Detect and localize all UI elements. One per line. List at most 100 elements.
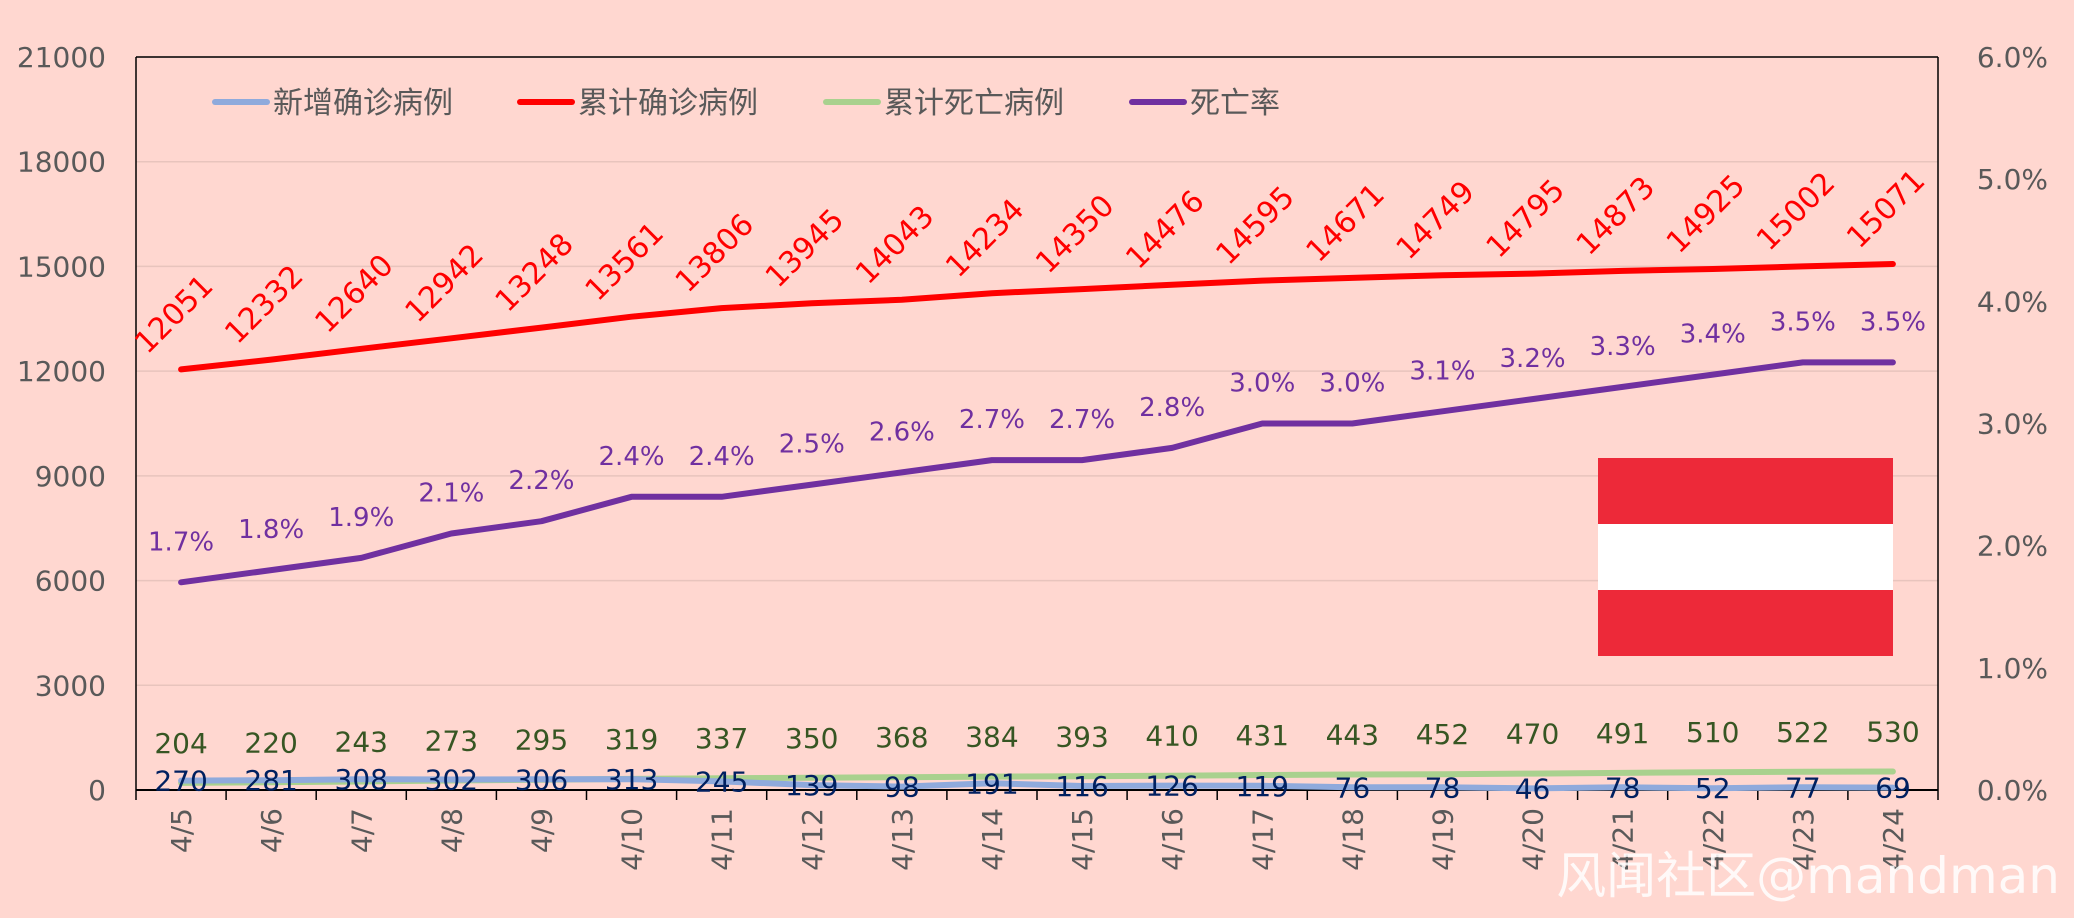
data-label-new-cases: 119	[1236, 770, 1289, 803]
y-right-tick-label: 0.0%	[1977, 774, 2048, 807]
series-line	[178, 261, 1896, 373]
x-tick-label: 4/8	[435, 808, 468, 853]
x-tick-label: 4/10	[616, 808, 649, 871]
legend-entry: 累计确诊病例	[578, 86, 758, 121]
x-tick-label: 4/19	[1426, 808, 1459, 871]
data-label-death-rate: 2.6%	[869, 417, 935, 447]
data-label-cumulative-cases: 14749	[1390, 174, 1482, 266]
x-tick-label: 4/9	[525, 808, 558, 853]
data-label-cumulative-deaths: 368	[875, 721, 928, 754]
data-label-new-cases: 69	[1875, 772, 1911, 805]
y-left-tick-label: 9000	[35, 460, 106, 493]
y-left-tick-label: 6000	[35, 565, 106, 598]
x-tick-label: 4/7	[345, 808, 378, 853]
flag-stripe	[1598, 524, 1893, 591]
data-label-cumulative-cases: 14595	[1209, 180, 1301, 272]
data-label-cumulative-cases: 12640	[308, 248, 400, 340]
x-tick-label: 4/16	[1156, 808, 1189, 871]
data-label-death-rate: 2.5%	[779, 430, 845, 460]
data-label-cumulative-deaths: 220	[244, 726, 297, 759]
data-label-new-cases: 126	[1145, 770, 1198, 803]
data-label-new-cases: 308	[335, 763, 388, 796]
data-label-death-rate: 3.5%	[1770, 307, 1836, 337]
data-label-cumulative-cases: 12051	[128, 269, 220, 361]
series-lines	[178, 261, 1896, 792]
data-label-cumulative-cases: 13561	[579, 216, 671, 308]
data-label-new-cases: 76	[1335, 771, 1371, 804]
data-label-new-cases: 78	[1605, 771, 1641, 804]
data-label-cumulative-deaths: 393	[1055, 720, 1108, 753]
data-label-cumulative-cases: 13945	[759, 202, 851, 294]
data-label-cumulative-cases: 14476	[1119, 184, 1211, 276]
data-label-cumulative-cases: 14234	[939, 192, 1031, 284]
watermark: 风闻社区@mandman	[1556, 847, 2060, 905]
flag-stripe	[1598, 590, 1893, 656]
data-label-cumulative-deaths: 295	[515, 724, 568, 757]
data-label-cumulative-deaths: 384	[965, 721, 1018, 754]
data-label-death-rate: 1.7%	[148, 527, 214, 557]
data-label-death-rate: 3.2%	[1500, 344, 1566, 374]
legend-entry: 累计死亡病例	[884, 86, 1064, 121]
series-line	[178, 359, 1896, 586]
data-label-death-rate: 2.7%	[959, 405, 1025, 435]
data-label-new-cases: 281	[244, 764, 297, 797]
y-right-tick-label: 1.0%	[1977, 652, 2048, 685]
data-label-cumulative-cases: 14043	[849, 199, 941, 291]
data-label-new-cases: 302	[425, 763, 478, 796]
y-left-tick-label: 12000	[17, 355, 106, 388]
legend: 新增确诊病例 累计确诊病例 累计死亡病例 死亡率	[212, 86, 1280, 121]
data-label-death-rate: 1.8%	[238, 515, 304, 545]
data-label-cumulative-deaths: 319	[605, 723, 658, 756]
data-label-cumulative-deaths: 443	[1326, 719, 1379, 752]
data-label-new-cases: 78	[1425, 771, 1461, 804]
data-label-new-cases: 245	[695, 765, 748, 798]
data-label-cumulative-cases: 14873	[1570, 170, 1662, 262]
y-left-tick-label: 0	[88, 774, 106, 807]
x-tick-label: 4/5	[165, 808, 198, 853]
data-label-death-rate: 1.9%	[328, 503, 394, 533]
data-label-cumulative-cases: 12942	[399, 237, 491, 329]
x-tick-label: 4/20	[1517, 808, 1550, 871]
data-label-new-cases: 191	[965, 767, 1018, 800]
data-label-death-rate: 2.1%	[418, 478, 484, 508]
austria-flag	[1598, 458, 1893, 656]
data-label-cumulative-cases: 14795	[1480, 173, 1572, 265]
data-label-death-rate: 3.3%	[1590, 332, 1656, 362]
x-tick-label: 4/12	[796, 808, 829, 871]
data-label-death-rate: 2.8%	[1139, 393, 1205, 423]
data-label-new-cases: 139	[785, 769, 838, 802]
data-label-cumulative-deaths: 410	[1145, 720, 1198, 753]
data-label-cumulative-deaths: 337	[695, 722, 748, 755]
y-right-tick-label: 5.0%	[1977, 163, 2048, 196]
data-label-new-cases: 46	[1515, 772, 1551, 805]
data-label-cumulative-deaths: 273	[425, 724, 478, 757]
data-label-new-cases: 306	[515, 763, 568, 796]
data-label-cumulative-deaths: 470	[1506, 718, 1559, 751]
data-label-new-cases: 98	[884, 771, 920, 804]
x-tick-label: 4/24	[1877, 808, 1910, 871]
data-label-cumulative-deaths: 243	[335, 726, 388, 759]
y-right-tick-label: 4.0%	[1977, 285, 2048, 318]
data-label-cumulative-deaths: 510	[1686, 716, 1739, 749]
data-label-cumulative-cases: 15071	[1840, 163, 1932, 255]
x-tick-label: 4/21	[1607, 808, 1640, 871]
series-line	[178, 776, 1896, 792]
data-label-death-rate: 3.1%	[1409, 356, 1475, 386]
y-right-tick-label: 2.0%	[1977, 530, 2048, 563]
data-label-death-rate: 2.2%	[508, 466, 574, 496]
data-label-new-cases: 313	[605, 763, 658, 796]
data-label-cumulative-cases: 14925	[1660, 168, 1752, 260]
y-left-tick-label: 15000	[17, 250, 106, 283]
x-tick-label: 4/11	[706, 808, 739, 871]
x-tick-label: 4/6	[255, 808, 288, 853]
data-label-death-rate: 3.0%	[1319, 369, 1385, 399]
data-label-new-cases: 77	[1785, 771, 1821, 804]
y-left-tick-label: 18000	[17, 146, 106, 179]
flag-stripe	[1598, 458, 1893, 525]
x-tick-label: 4/22	[1697, 808, 1730, 871]
data-label-death-rate: 3.5%	[1860, 307, 1926, 337]
y-right-tick-label: 3.0%	[1977, 408, 2048, 441]
data-label-death-rate: 3.4%	[1680, 320, 1746, 350]
x-tick-label: 4/23	[1787, 808, 1820, 871]
